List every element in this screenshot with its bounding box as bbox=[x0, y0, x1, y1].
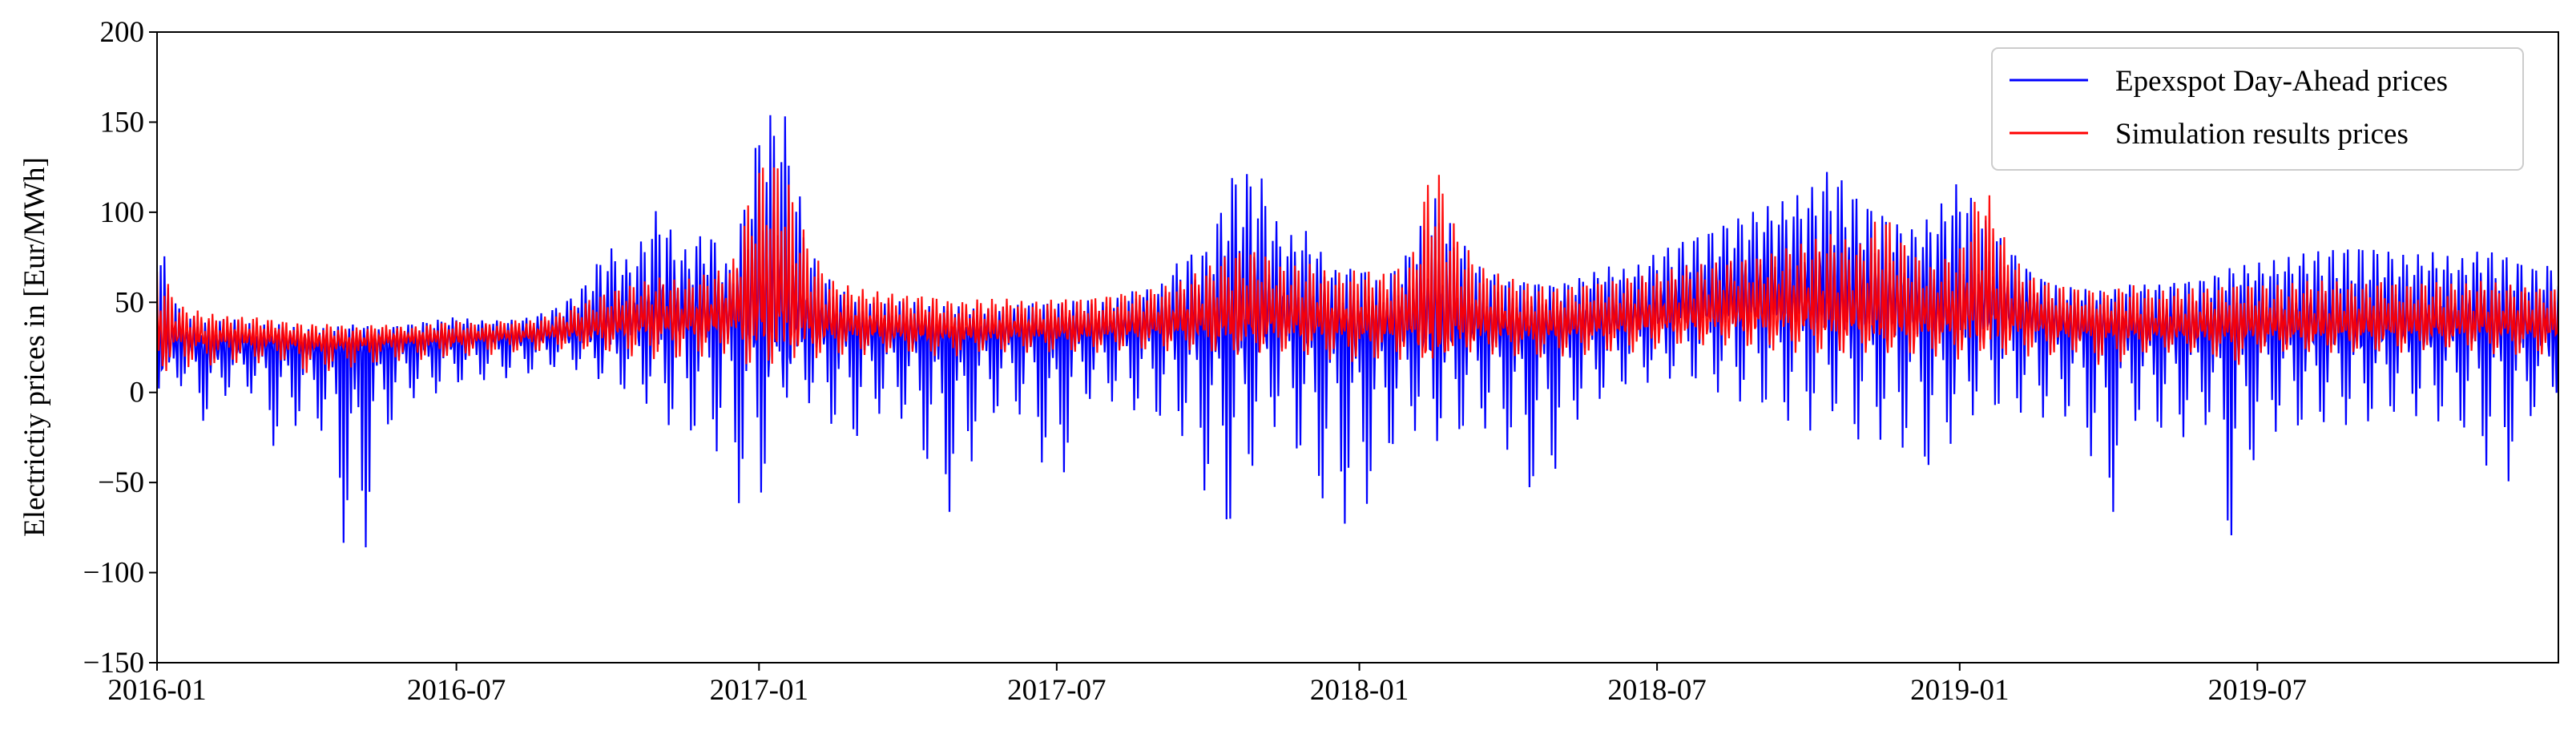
y-tick-label: 0 bbox=[130, 377, 145, 409]
y-tick-label: −150 bbox=[83, 647, 144, 680]
x-tick-label: 2018-01 bbox=[1310, 674, 1409, 707]
series-layer bbox=[157, 115, 2558, 548]
y-tick-label: 200 bbox=[100, 16, 145, 49]
x-tick-label: 2017-07 bbox=[1007, 674, 1106, 707]
x-tick-label: 2018-07 bbox=[1607, 674, 1706, 707]
legend-box bbox=[1991, 47, 2524, 171]
x-tick-label: 2017-01 bbox=[710, 674, 808, 707]
y-tick-label: 50 bbox=[115, 286, 144, 319]
series-line-simulation bbox=[157, 167, 2558, 373]
legend-label-epexspot: Epexspot Day-Ahead prices bbox=[2115, 65, 2448, 98]
legend: Epexspot Day-Ahead prices Simulation res… bbox=[1991, 47, 2524, 171]
y-tick-label: 150 bbox=[100, 106, 145, 139]
x-tick-label: 2016-01 bbox=[107, 674, 206, 707]
y-axis-label: Electrictiy prices in [Eur/MWh] bbox=[18, 157, 51, 537]
y-tick-label: 100 bbox=[100, 196, 145, 229]
x-tick-label: 2019-07 bbox=[2208, 674, 2307, 707]
legend-label-simulation: Simulation results prices bbox=[2115, 118, 2409, 151]
plot-frame bbox=[156, 31, 2559, 663]
x-tick-label: 2019-01 bbox=[1910, 674, 2009, 707]
y-tick-label: −100 bbox=[83, 557, 144, 590]
axes-layer: −150 −100 −50 0 50 100 150 200 2016-01 2016-07 201… bbox=[83, 16, 2559, 707]
y-tick-label: −50 bbox=[98, 466, 144, 499]
x-tick-label: 2016-07 bbox=[407, 674, 506, 707]
